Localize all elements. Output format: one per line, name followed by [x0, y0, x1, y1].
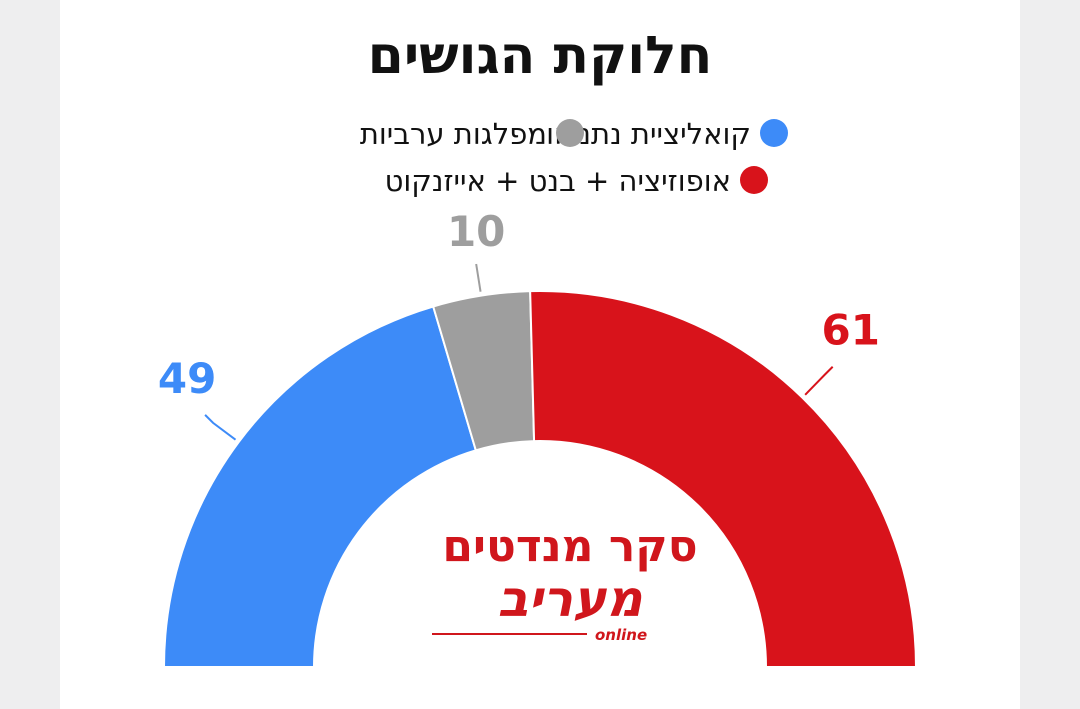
legend-swatch-opposition [740, 166, 768, 194]
leader-line-coalition [204, 414, 237, 441]
chart-title: חלוקת הגושים [368, 26, 713, 86]
chart-slices [162, 290, 918, 668]
chart-card: חלוקת הגושים קואליציית נתניהו מפלגות ערב… [60, 0, 1020, 709]
leader-line-arab-parties [475, 263, 482, 292]
value-label-arab-parties: 10 [447, 207, 505, 256]
logo-poll-title: סקר מנדטים [442, 521, 697, 572]
legend-label-arab-parties: מפלגות ערביות [360, 117, 547, 151]
slice-coalition [162, 305, 478, 668]
slice-opposition [529, 290, 918, 668]
legend-label-opposition: אופוזיציה + בנט + אייזנקוט [385, 164, 731, 198]
chart-value-labels: 49 10 61 [158, 207, 880, 441]
legend-swatch-coalition [760, 119, 788, 147]
chart: חלוקת הגושים קואליציית נתניהו מפלגות ערב… [158, 26, 918, 668]
logo-brand: מעריב [498, 570, 645, 628]
leader-line-opposition [804, 366, 834, 396]
logo-online: online [595, 626, 647, 644]
value-label-coalition: 49 [158, 354, 216, 403]
legend-swatch-arab-parties [556, 119, 584, 147]
maariv-logo: סקר מנדטים מעריב online [432, 521, 698, 644]
value-label-opposition: 61 [821, 306, 879, 355]
legend: קואליציית נתניהו מפלגות ערביות אופוזיציה… [360, 117, 788, 198]
